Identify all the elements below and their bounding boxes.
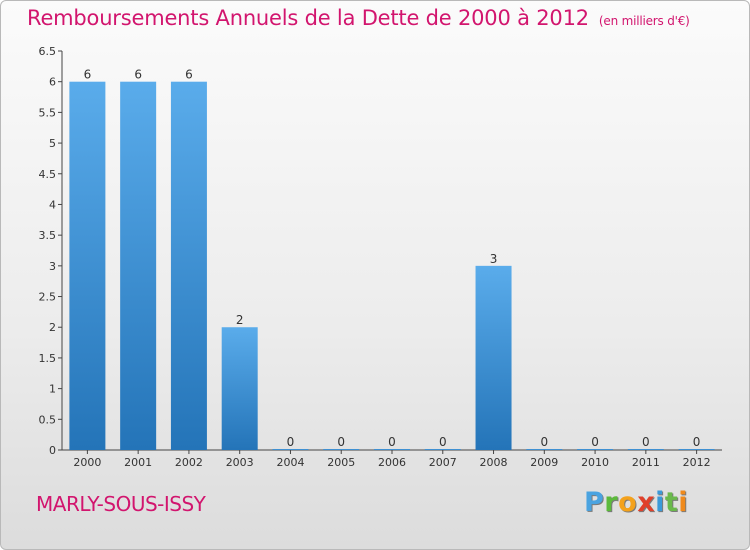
- y-tick-label: 6: [49, 76, 56, 89]
- logo-letter: P: [584, 487, 605, 518]
- data-label: 2: [236, 313, 244, 327]
- data-label: 3: [490, 252, 498, 266]
- bar: [475, 265, 512, 450]
- bar: [170, 81, 207, 450]
- chart-title: Remboursements Annuels de la Dette de 20…: [27, 6, 690, 30]
- y-tick-label: 4.5: [39, 168, 57, 181]
- y-tick-label: 1: [49, 383, 56, 396]
- logo-letter: i: [678, 487, 689, 518]
- bar: [69, 81, 106, 450]
- proxiti-logo[interactable]: Proxiti: [584, 487, 688, 518]
- y-tick-label: 0: [49, 444, 56, 457]
- bar: [627, 449, 664, 450]
- y-tick-label: 5: [49, 137, 56, 150]
- bar: [678, 449, 715, 450]
- x-tick-label: 2004: [276, 456, 304, 469]
- unit-label: (en milliers d'€): [598, 14, 690, 28]
- x-tick-label: 2009: [530, 456, 558, 469]
- logo-letter: r: [604, 487, 619, 518]
- data-label: 0: [388, 435, 396, 449]
- bar: [272, 449, 309, 450]
- x-tick-label: 2012: [683, 456, 711, 469]
- y-tick-label: 6.5: [39, 45, 57, 58]
- bar: [120, 81, 157, 450]
- y-tick-label: 3.5: [39, 229, 57, 242]
- data-label: 0: [693, 435, 701, 449]
- data-label: 0: [540, 435, 548, 449]
- x-tick-label: 2005: [327, 456, 355, 469]
- title-text: Remboursements Annuels de la Dette de 20…: [27, 6, 589, 30]
- x-tick-label: 2002: [175, 456, 203, 469]
- data-label: 0: [337, 435, 345, 449]
- data-label: 6: [185, 68, 193, 82]
- y-tick-label: 4: [49, 198, 56, 211]
- y-tick-label: 3: [49, 260, 56, 273]
- bar: [374, 449, 410, 450]
- y-tick-label: 1.5: [39, 352, 57, 365]
- logo-letter: i: [655, 487, 665, 518]
- bar: [424, 449, 461, 450]
- x-tick-label: 2006: [378, 456, 406, 469]
- data-label: 0: [287, 435, 295, 449]
- data-label: 0: [591, 435, 599, 449]
- y-tick-label: 2: [49, 321, 56, 334]
- bar: [526, 449, 563, 450]
- y-tick-label: 2.5: [39, 291, 57, 304]
- x-tick-label: 2010: [581, 456, 609, 469]
- bar: [221, 327, 258, 450]
- logo-letter: t: [664, 487, 679, 518]
- x-tick-label: 2001: [124, 456, 152, 469]
- x-tick-label: 2000: [73, 456, 101, 469]
- x-tick-label: 2008: [480, 456, 508, 469]
- logo-letter: x: [637, 487, 656, 518]
- commune-name: MARLY-SOUS-ISSY: [36, 492, 206, 516]
- bar: [323, 449, 360, 450]
- y-tick-label: 0.5: [39, 413, 57, 426]
- x-tick-label: 2003: [226, 456, 254, 469]
- data-label: 6: [134, 68, 142, 82]
- x-tick-label: 2011: [632, 456, 660, 469]
- data-label: 0: [642, 435, 650, 449]
- data-label: 0: [439, 435, 447, 449]
- data-label: 6: [84, 68, 92, 82]
- logo-letter: o: [618, 487, 638, 518]
- y-tick-label: 5.5: [39, 106, 57, 119]
- bar: [577, 449, 614, 450]
- x-tick-label: 2007: [429, 456, 457, 469]
